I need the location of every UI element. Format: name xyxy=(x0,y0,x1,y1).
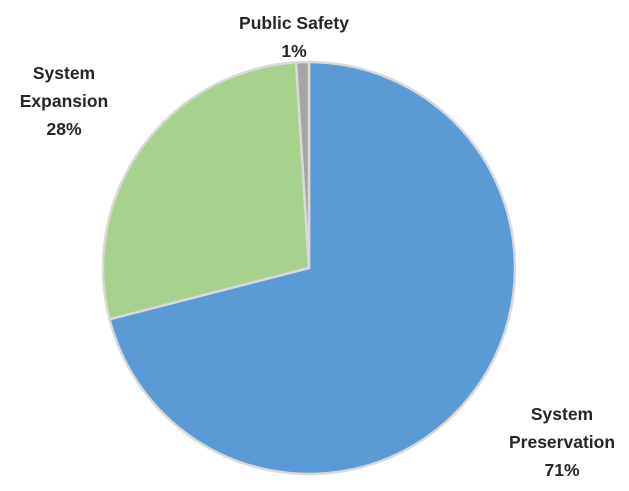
pie-slice-public-safety xyxy=(294,60,311,270)
pie-slices xyxy=(101,60,517,476)
pie-label-percent: 71% xyxy=(544,460,579,480)
pie-label-category: Expansion xyxy=(20,91,109,111)
pie-label-public-safety: Public Safety 1% xyxy=(239,13,349,61)
pie-slice-system-expansion xyxy=(101,61,311,321)
pie-label-category: System xyxy=(33,63,95,83)
pie-label-category: System xyxy=(531,404,593,424)
pie-slice-system-preservation xyxy=(108,60,517,476)
pie-label-system-expansion: System Expansion 28% xyxy=(20,63,109,139)
pie-label-percent: 1% xyxy=(281,41,307,61)
pie-label-percent: 28% xyxy=(46,119,81,139)
pie-labels: System Preservation 71% System Expansion 28% P… xyxy=(20,13,615,480)
pie-label-category: Public Safety xyxy=(239,13,349,33)
pie-label-system-preservation: System Preservation 71% xyxy=(509,404,615,480)
pie-label-category: Preservation xyxy=(509,432,615,452)
